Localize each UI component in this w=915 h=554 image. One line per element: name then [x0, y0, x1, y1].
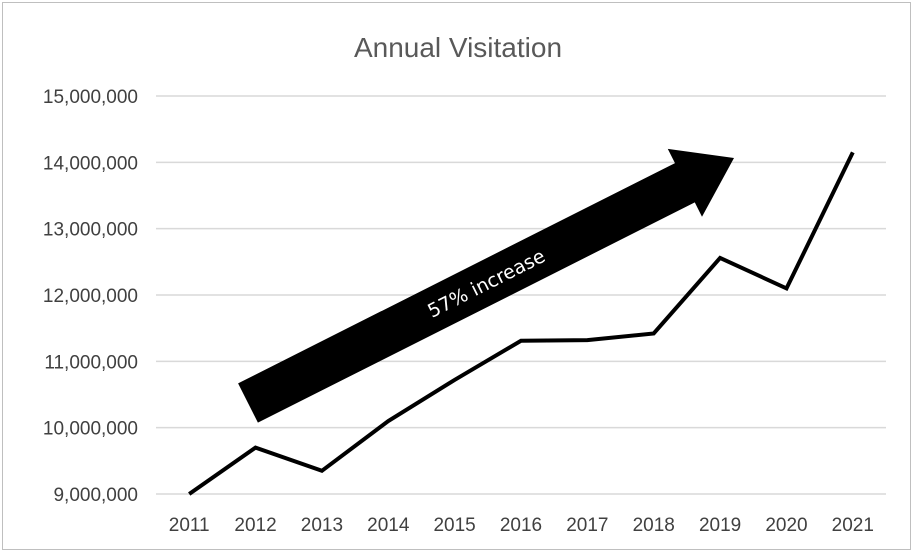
series-layer: [188, 151, 855, 496]
increase-annotation: 57% increase: [238, 148, 735, 423]
gridlines: [156, 95, 886, 495]
y-tick-label: 10,000,000: [43, 419, 138, 440]
increase-arrow-shape: [238, 148, 735, 423]
x-tick-label: 2015: [433, 515, 475, 536]
increase-arrow: 57% increase: [238, 148, 735, 423]
x-tick-label: 2013: [301, 515, 343, 536]
x-tick-label: 2021: [832, 515, 874, 536]
y-tick-label: 15,000,000: [43, 87, 138, 108]
x-tick-label: 2012: [234, 515, 276, 536]
x-tick-label: 2019: [699, 515, 741, 536]
y-tick-label: 11,000,000: [44, 352, 138, 373]
line-chart: Annual Visitation 9,000,000 10,000,000 11,…: [43, 32, 886, 536]
x-tick-label: 2017: [566, 515, 608, 536]
x-tick-label: 2014: [367, 515, 410, 536]
y-tick-label: 12,000,000: [43, 286, 138, 307]
y-axis-tick-labels: 9,000,000 10,000,000 11,000,000 12,000,000 1…: [43, 87, 138, 506]
chart-title: Annual Visitation: [354, 32, 562, 63]
series-line: [188, 151, 855, 496]
x-tick-label: 2011: [169, 515, 210, 536]
y-tick-label: 14,000,000: [43, 153, 138, 174]
x-tick-label: 2020: [765, 515, 807, 536]
y-tick-label: 13,000,000: [43, 220, 138, 241]
x-tick-label: 2016: [500, 515, 542, 536]
y-tick-label: 9,000,000: [53, 485, 138, 506]
x-axis-tick-labels: 2011 2012 2013 2014 2015 2016 2017 2018 2019 2020…: [169, 515, 874, 536]
x-tick-label: 2018: [633, 515, 675, 536]
